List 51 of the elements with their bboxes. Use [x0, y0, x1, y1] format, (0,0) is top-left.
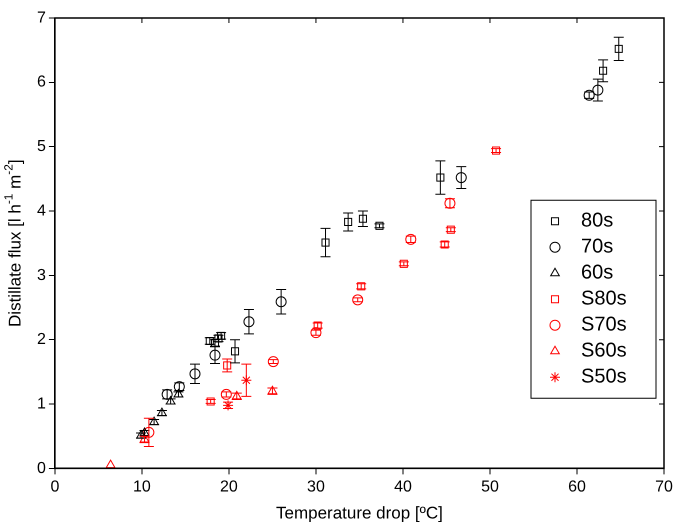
point	[240, 374, 252, 386]
point	[174, 388, 184, 398]
point	[492, 146, 500, 155]
legend-label: 60s	[581, 262, 614, 284]
x-tick-label: 70	[655, 478, 673, 496]
point	[614, 44, 623, 53]
point	[143, 426, 154, 438]
point	[352, 294, 364, 306]
point	[210, 350, 221, 361]
point	[592, 84, 604, 96]
y-tick-label: 0	[36, 460, 46, 477]
x-tick-label: 10	[133, 478, 151, 496]
y-tick-label: 7	[36, 9, 46, 26]
x-tick-label: 20	[220, 478, 238, 496]
point	[268, 356, 279, 368]
point	[243, 316, 254, 328]
legend-label: S80s	[581, 288, 627, 310]
point	[149, 416, 159, 426]
x-tick-label: 60	[568, 478, 586, 496]
point	[230, 347, 240, 356]
point	[344, 218, 352, 226]
legend-label: S50s	[581, 366, 627, 388]
y-tick-label: 2	[36, 331, 46, 348]
legend-label: 70s	[581, 236, 614, 258]
point	[157, 408, 167, 416]
point	[436, 174, 444, 182]
point	[232, 390, 242, 400]
x-tick-label: 30	[307, 478, 325, 496]
legend-label: 80s	[581, 210, 614, 232]
legend-label: S70s	[581, 314, 627, 336]
point	[310, 327, 322, 338]
y-tick-label: 5	[36, 138, 46, 156]
y-tick-label: 3	[36, 266, 46, 284]
point	[456, 172, 467, 184]
point	[220, 388, 232, 400]
y-tick-label: 4	[36, 202, 46, 220]
point	[189, 368, 200, 380]
point	[166, 396, 176, 404]
y-tick-label: 1	[36, 395, 46, 412]
x-tick-label: 0	[50, 478, 60, 496]
point	[599, 66, 608, 75]
point	[206, 397, 215, 406]
legend-label: S60s	[581, 340, 627, 362]
point	[106, 460, 116, 468]
y-tick-label: 6	[36, 74, 46, 91]
x-tick-label: 40	[394, 478, 412, 496]
point	[321, 238, 330, 247]
point	[276, 296, 287, 308]
y-axis-title: Distillate flux [l h-1 m-2]	[1, 159, 25, 327]
x-axis-title: Temperature drop [ºC]	[276, 503, 443, 522]
x-tick-label: 50	[481, 478, 499, 496]
